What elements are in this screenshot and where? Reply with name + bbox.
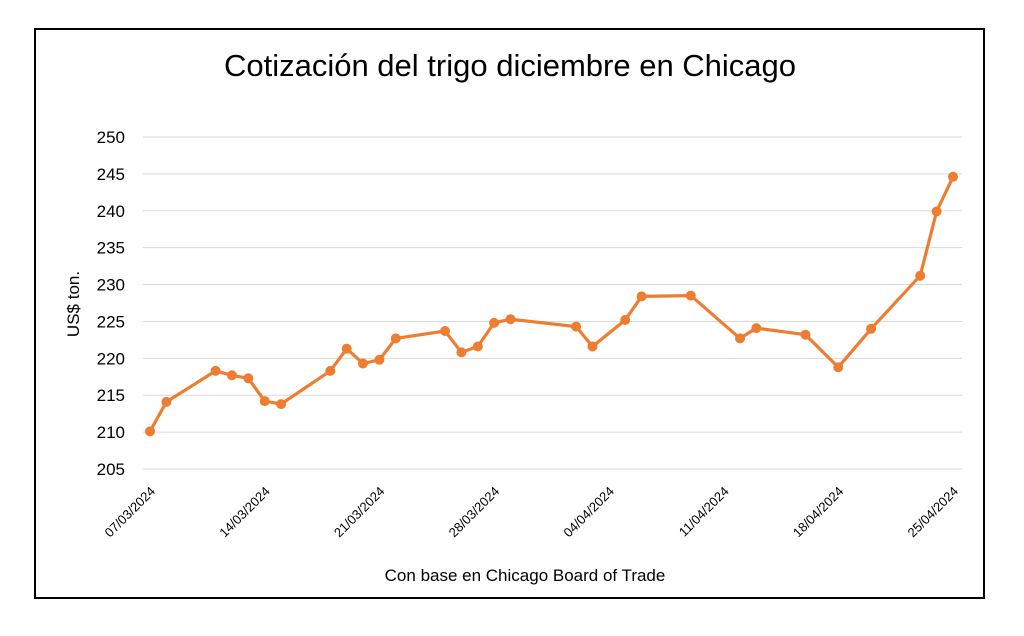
- x-tick-label: 07/03/2024: [101, 484, 158, 541]
- x-tick-label: 28/03/2024: [446, 484, 503, 541]
- data-point: [587, 341, 598, 352]
- data-point: [636, 291, 647, 302]
- y-axis-ticks: 205 210 215 220 225 230 235 240 245 250: [97, 128, 125, 479]
- data-point: [620, 315, 631, 325]
- chart-frame: [34, 28, 985, 599]
- y-axis-label: US$ ton.: [64, 271, 83, 337]
- gridlines: [143, 136, 962, 470]
- data-point: [210, 365, 221, 376]
- data-point: [374, 354, 385, 365]
- x-axis-ticks: 07/03/2024 14/03/2024 21/03/2024 28/03/2024…: [101, 484, 961, 541]
- data-point: [226, 370, 237, 381]
- series-path: [148, 175, 955, 433]
- y-tick-label: 235: [97, 239, 125, 258]
- data-point: [161, 396, 172, 407]
- data-point: [735, 333, 745, 344]
- data-point: [472, 341, 483, 352]
- data-point: [440, 326, 450, 336]
- data-point: [800, 329, 811, 340]
- y-tick-label: 230: [97, 276, 125, 295]
- data-point: [751, 323, 762, 334]
- data-point: [259, 396, 270, 407]
- y-tick-label: 225: [97, 312, 125, 331]
- y-tick-label: 215: [97, 386, 125, 405]
- data-point: [866, 323, 877, 334]
- x-tick-label: 21/03/2024: [331, 484, 388, 541]
- data-point: [505, 314, 516, 325]
- x-tick-label: 04/04/2024: [560, 484, 617, 541]
- data-point: [833, 362, 844, 373]
- y-tick-label: 245: [97, 165, 125, 184]
- x-tick-label: 11/04/2024: [676, 484, 732, 540]
- data-point: [915, 270, 926, 281]
- data-point: [685, 290, 696, 301]
- x-tick-label: 18/04/2024: [790, 484, 847, 541]
- data-point: [931, 206, 942, 217]
- y-tick-label: 205: [97, 460, 125, 479]
- data-point: [571, 321, 582, 332]
- data-point: [276, 399, 287, 410]
- y-tick-label: 250: [97, 128, 125, 147]
- data-point: [358, 358, 368, 369]
- series-line: [145, 171, 958, 437]
- y-tick-label: 210: [97, 423, 125, 442]
- data-point: [390, 333, 401, 344]
- data-point: [456, 347, 467, 358]
- x-axis-label: Con base en Chicago Board of Trade: [385, 566, 666, 585]
- data-point: [243, 373, 254, 384]
- x-tick-label: 25/04/2024: [904, 484, 961, 541]
- data-point: [325, 365, 336, 376]
- data-point: [341, 343, 352, 354]
- chart-title: Cotización del trigo diciembre en Chicag…: [224, 48, 796, 83]
- y-tick-label: 220: [97, 349, 125, 368]
- y-tick-label: 240: [97, 202, 125, 221]
- data-point: [145, 426, 155, 437]
- data-point: [489, 317, 500, 328]
- data-point: [948, 171, 958, 182]
- x-tick-label: 14/03/2024: [216, 484, 273, 541]
